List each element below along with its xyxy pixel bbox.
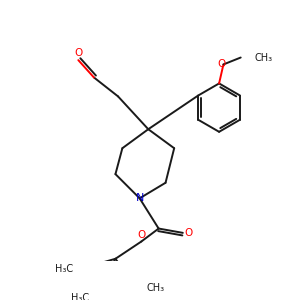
Text: CH₃: CH₃ <box>254 52 273 62</box>
Text: N: N <box>135 193 144 203</box>
Text: O: O <box>137 230 146 241</box>
Text: O: O <box>218 59 226 69</box>
Text: O: O <box>74 48 82 58</box>
Text: CH₃: CH₃ <box>146 283 165 293</box>
Text: H₃C: H₃C <box>71 292 89 300</box>
Text: H₃C: H₃C <box>55 264 73 274</box>
Text: O: O <box>185 228 193 238</box>
